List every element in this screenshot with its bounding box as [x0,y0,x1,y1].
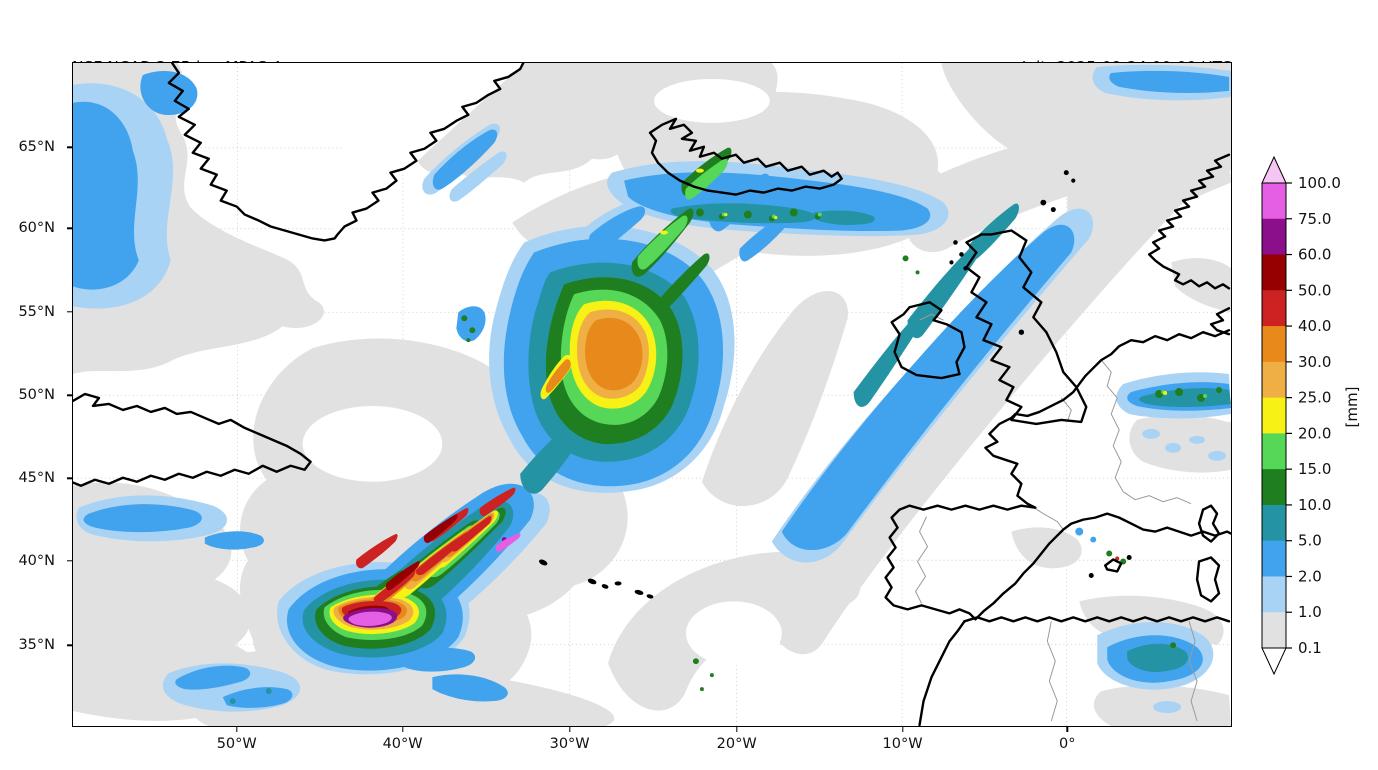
colorbar-segment [1262,326,1286,363]
lat-tick-mark [67,560,72,562]
north-sea-coastline [1010,328,1231,420]
lon-tick-label: 30°W [549,736,590,752]
newfoundland-coastline [73,392,312,487]
lat-tick-label: 35°N [18,637,55,654]
colorbar-tick-label: 15.0 [1298,460,1331,478]
lat-tick-label: 65°N [18,139,55,156]
precipitation-field [73,63,1231,726]
lat-tick-mark [67,477,72,479]
colorbar-tick-label: 0.1 [1298,639,1322,657]
lat-tick-label: 60°N [18,220,55,237]
colorbar-segment [1262,218,1286,256]
colorbar-tick-label: 75.0 [1298,210,1331,228]
france-iberia-coastline [884,416,1231,621]
coastlines [73,63,1231,726]
colorbar-segment [1262,361,1286,399]
lon-tick-mark [901,727,904,732]
lon-tick-mark [401,727,404,732]
lat-tick-mark [67,146,72,148]
lon-tick-label: 10°W [882,736,923,752]
colorbar-tick-label: 40.0 [1298,317,1331,335]
lat-tick-mark [67,394,72,396]
colorbar-segment [1262,433,1286,470]
colorbar-segment [1262,540,1286,577]
colorbar-tick-label: 60.0 [1298,246,1331,264]
colorbar-segment [1262,469,1286,506]
lon-tick-mark [568,727,571,732]
lon-tick-mark [735,727,738,732]
colorbar-under-arrow [1261,647,1287,676]
corsica-coastline [1197,504,1221,543]
colorbar: 100.0 75.0 60.0 50.0 40.0 30.0 25.0 20.0 15.0 10.… [1256,150,1378,710]
colorbar-tick-label: 2.0 [1298,567,1322,585]
lat-tick-label: 40°N [18,552,55,569]
colorbar-unit-label: [mm] [1343,386,1361,428]
lat-tick-label: 55°N [18,304,55,321]
lat-tick-mark [67,227,72,229]
lon-tick-mark [1066,727,1068,732]
map-canvas [72,62,1232,727]
greenland-coastline [167,63,525,242]
colorbar-segment [1262,576,1286,613]
colorbar-segment [1262,612,1286,649]
colorbar-tick-label: 20.0 [1298,424,1331,442]
colorbar-segment [1262,290,1286,327]
lon-tick-mark [236,727,238,732]
colorbar-segment [1262,504,1286,542]
ireland-coastline [890,301,966,380]
small-islands [538,170,1132,599]
colorbar-tick-label: 5.0 [1298,532,1322,550]
colorbar-segment [1262,397,1286,434]
lon-tick-label: 0° [1059,736,1076,752]
inland-borders [914,313,1198,722]
colorbar-tick-label: 30.0 [1298,353,1331,371]
colorbar-segment [1262,254,1286,291]
norway-coastline [1147,153,1231,290]
colorbar-tick-label: 100.0 [1298,174,1341,192]
skagerrak-coastline [1209,307,1231,336]
morocco-coastline [918,620,966,726]
colorbar-scale: 100.0 75.0 60.0 50.0 40.0 30.0 25.0 20.0 15.0 10.… [1261,155,1341,676]
colorbar-tick-label: 50.0 [1298,281,1331,299]
lat-tick-label: 50°N [18,387,55,404]
colorbar-tick-label: 1.0 [1298,603,1322,621]
lon-tick-label: 20°W [716,736,757,752]
sardinia-coastline [1195,556,1221,603]
north-africa-coastline [963,616,1231,623]
colorbar-tick-label: 10.0 [1298,496,1331,514]
great-britain-coastline [965,229,1088,426]
lon-tick-label: 50°W [216,736,257,752]
lat-tick-mark [67,644,72,646]
colorbar-over-arrow [1261,155,1287,184]
precip-75-100mm [348,533,521,627]
lat-tick-mark [67,311,72,313]
lat-tick-label: 45°N [18,470,55,487]
colorbar-segment [1262,183,1286,220]
colorbar-tick-label: 25.0 [1298,389,1331,407]
precipitation-map [73,63,1231,726]
iceland-coastline [648,117,843,196]
mallorca-coastline [1104,558,1123,573]
lon-tick-label: 40°W [382,736,423,752]
